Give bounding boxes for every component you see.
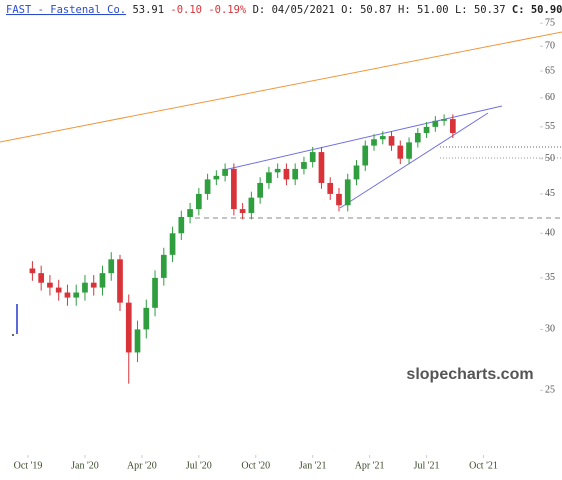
candle-body <box>423 126 430 133</box>
candle-body <box>432 120 439 127</box>
x-tick-label: Oct '21 <box>469 460 498 471</box>
candle-body <box>195 193 202 210</box>
field-value: 50.90 <box>531 4 562 16</box>
candle-body <box>379 136 386 140</box>
last-price: 53.91 <box>132 4 164 16</box>
y-tick-label: 55 <box>545 121 555 132</box>
x-tick-label: Jul '20 <box>186 460 212 471</box>
candle-body <box>353 165 360 180</box>
candle-body <box>327 182 334 194</box>
field-value: 04/05/2021 <box>272 4 335 16</box>
candle-body <box>371 139 377 146</box>
candle-body <box>406 142 412 159</box>
y-tick-label: 65 <box>545 65 555 76</box>
candle-body <box>117 259 123 303</box>
x-tick-label: Jul '21 <box>414 460 440 471</box>
candle-body <box>90 282 97 288</box>
y-tick-label: 60 <box>545 92 555 103</box>
candle-body <box>266 172 272 183</box>
candle-body <box>292 168 299 180</box>
candle-body <box>239 209 246 214</box>
candle-body <box>388 136 395 146</box>
candle-body <box>134 329 141 353</box>
field-label: H: <box>398 4 411 16</box>
candle-body <box>397 145 404 159</box>
candle-body <box>152 277 158 308</box>
candle-body <box>38 273 45 283</box>
change-pct: -0.19% <box>208 4 247 16</box>
field-value: 50.87 <box>360 4 392 16</box>
candle-body <box>99 273 106 288</box>
wedge-upper <box>223 105 503 171</box>
candle-body <box>169 233 176 255</box>
candle-body <box>450 119 456 133</box>
y-tick-label: 30 <box>545 324 555 335</box>
field-label: C: <box>512 4 525 16</box>
field-value: 51.00 <box>417 4 449 16</box>
candle-body <box>301 162 307 169</box>
x-tick-label: Apr '21 <box>355 460 385 471</box>
candle-body <box>231 168 237 210</box>
watermark: slopecharts.com <box>406 366 533 383</box>
trend-line <box>0 31 562 143</box>
candle-body <box>309 152 316 163</box>
candle-body <box>178 216 185 234</box>
y-tick-label: 45 <box>545 188 555 199</box>
candle-body <box>143 307 150 330</box>
y-tick-label: 25 <box>545 385 555 396</box>
candle-body <box>204 179 211 194</box>
y-tick-label: 75 <box>545 18 555 29</box>
candle-body <box>248 197 255 214</box>
dot <box>12 334 14 336</box>
candle-body <box>222 168 228 176</box>
y-tick-label: 40 <box>545 228 555 239</box>
x-tick-label: Jan '20 <box>71 460 99 471</box>
x-tick-label: Oct '19 <box>14 460 43 471</box>
x-tick-label: Apr '20 <box>127 460 157 471</box>
candle-body <box>125 302 132 353</box>
symbol: FAST - Fastenal Co. <box>6 4 126 16</box>
candle-body <box>274 168 281 173</box>
field-value: 50.37 <box>474 4 506 16</box>
candle-body <box>160 254 167 278</box>
candle-body <box>47 282 53 288</box>
candle-body <box>73 292 80 298</box>
candle-body <box>362 145 369 166</box>
header: FAST - Fastenal Co. 53.91 -0.10 -0.19% D… <box>6 4 562 16</box>
candle-body <box>283 168 290 180</box>
field-label: O: <box>341 4 354 16</box>
y-tick-label: 50 <box>545 153 555 164</box>
y-tick-label: 35 <box>545 272 555 283</box>
header-line: FAST - Fastenal Co. 53.91 -0.10 -0.19% D… <box>6 4 562 16</box>
candle-body <box>441 119 447 121</box>
candle-body <box>29 268 36 274</box>
candle-body <box>187 209 193 217</box>
candle-body <box>414 132 421 143</box>
y-tick-label: 70 <box>545 41 555 52</box>
candle-body <box>257 182 263 198</box>
candle-body <box>82 282 88 293</box>
candle-body <box>336 193 342 206</box>
candle-body <box>55 287 62 293</box>
x-tick-label: Oct '20 <box>241 460 270 471</box>
change: -0.10 <box>170 4 202 16</box>
candle-body <box>64 292 71 298</box>
candle-body <box>108 259 115 274</box>
field-label: D: <box>253 4 266 16</box>
candle-body <box>213 175 220 180</box>
field-label: L: <box>455 4 468 16</box>
wedge-lower <box>339 112 489 209</box>
x-tick-label: Jan '21 <box>299 460 327 471</box>
candle-body <box>318 152 325 183</box>
candle-body <box>344 179 351 206</box>
